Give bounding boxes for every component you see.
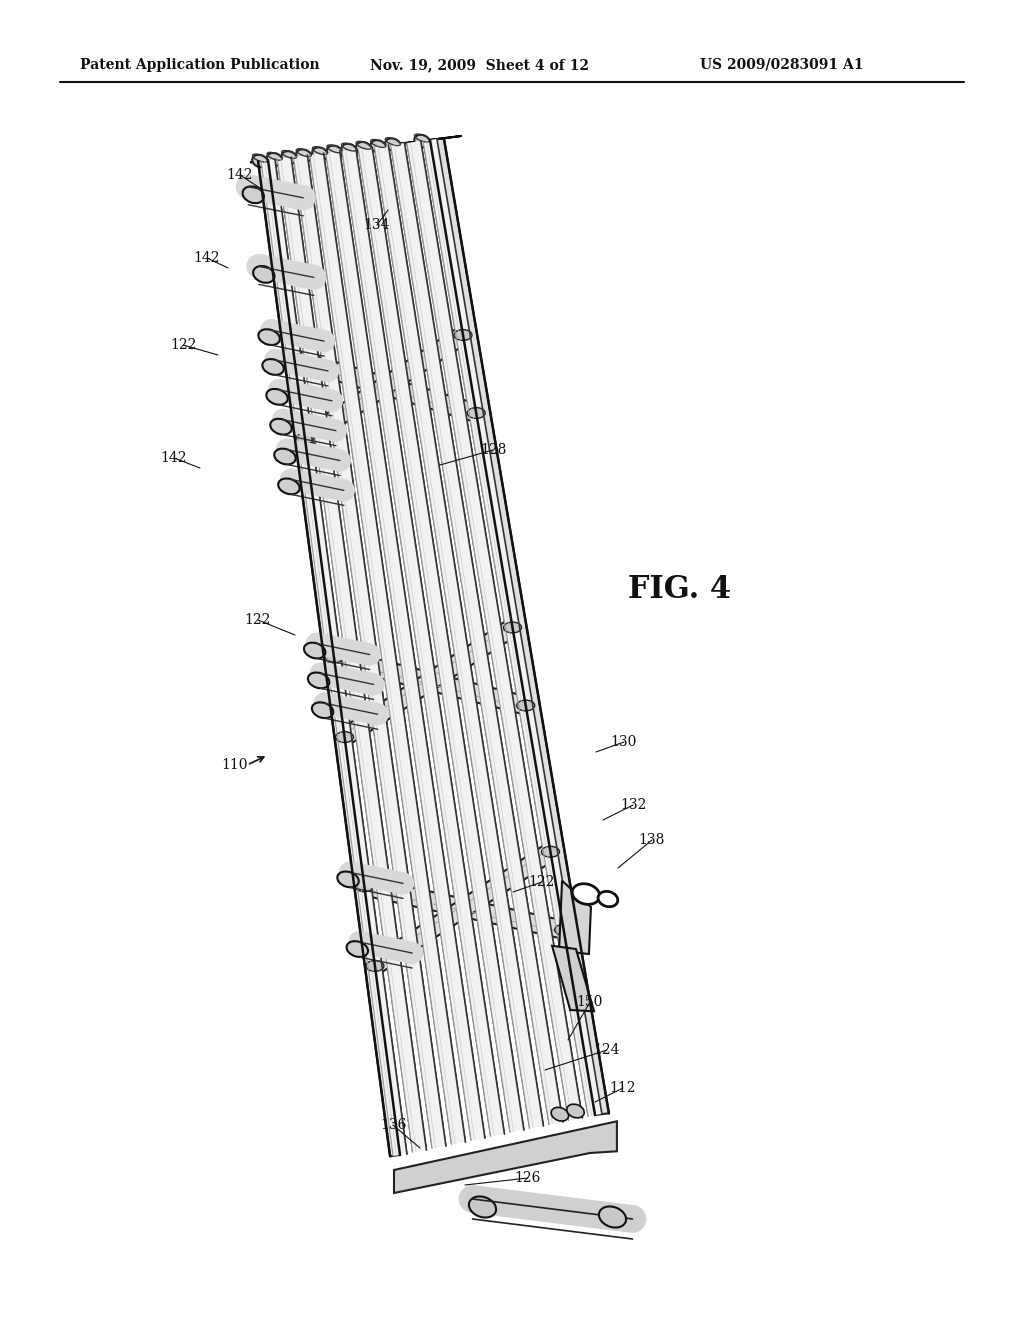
- Ellipse shape: [270, 418, 292, 434]
- Ellipse shape: [312, 702, 334, 718]
- Ellipse shape: [262, 359, 284, 375]
- Ellipse shape: [296, 149, 311, 162]
- Ellipse shape: [296, 433, 314, 444]
- Polygon shape: [375, 145, 544, 1129]
- Polygon shape: [326, 150, 485, 1140]
- Ellipse shape: [356, 143, 372, 154]
- Polygon shape: [358, 147, 524, 1133]
- Ellipse shape: [325, 652, 343, 663]
- Polygon shape: [391, 143, 563, 1125]
- Ellipse shape: [467, 408, 485, 418]
- Ellipse shape: [415, 135, 430, 148]
- Polygon shape: [342, 149, 505, 1137]
- Text: Nov. 19, 2009  Sheet 4 of 12: Nov. 19, 2009 Sheet 4 of 12: [370, 58, 589, 73]
- Ellipse shape: [282, 152, 297, 164]
- Polygon shape: [370, 845, 555, 973]
- Polygon shape: [407, 141, 583, 1121]
- Ellipse shape: [266, 389, 288, 405]
- Ellipse shape: [337, 871, 358, 887]
- Polygon shape: [261, 160, 407, 1156]
- Ellipse shape: [598, 891, 617, 907]
- Text: 132: 132: [620, 799, 646, 812]
- Ellipse shape: [267, 153, 283, 165]
- Polygon shape: [342, 149, 505, 1137]
- Ellipse shape: [599, 1206, 626, 1228]
- Polygon shape: [309, 153, 466, 1144]
- Polygon shape: [278, 157, 426, 1152]
- Polygon shape: [430, 139, 609, 1115]
- Ellipse shape: [551, 1107, 568, 1121]
- Ellipse shape: [542, 846, 559, 857]
- Polygon shape: [294, 154, 445, 1148]
- Text: 124: 124: [594, 1043, 621, 1057]
- Polygon shape: [261, 160, 407, 1156]
- Polygon shape: [552, 945, 594, 1011]
- Ellipse shape: [371, 140, 386, 153]
- Polygon shape: [394, 1121, 616, 1193]
- Polygon shape: [292, 350, 479, 421]
- Polygon shape: [362, 878, 565, 939]
- Polygon shape: [423, 139, 602, 1117]
- Text: 122: 122: [245, 612, 271, 627]
- Polygon shape: [391, 143, 563, 1125]
- Ellipse shape: [308, 672, 330, 688]
- Ellipse shape: [304, 643, 326, 659]
- Ellipse shape: [341, 144, 357, 156]
- Ellipse shape: [504, 622, 521, 632]
- Polygon shape: [423, 139, 602, 1117]
- Text: 112: 112: [609, 1081, 636, 1096]
- Text: FIG. 4: FIG. 4: [629, 574, 731, 606]
- Ellipse shape: [385, 139, 400, 150]
- Polygon shape: [332, 648, 528, 714]
- Polygon shape: [326, 150, 485, 1140]
- Ellipse shape: [572, 883, 600, 904]
- Polygon shape: [294, 154, 445, 1148]
- Text: Patent Application Publication: Patent Application Publication: [80, 58, 319, 73]
- Polygon shape: [358, 147, 524, 1133]
- Ellipse shape: [346, 941, 368, 957]
- Polygon shape: [300, 327, 468, 446]
- Ellipse shape: [454, 330, 472, 341]
- Ellipse shape: [555, 924, 572, 935]
- Text: 128: 128: [480, 444, 506, 457]
- Polygon shape: [340, 620, 517, 744]
- Ellipse shape: [336, 731, 353, 742]
- Text: 130: 130: [610, 735, 637, 748]
- Ellipse shape: [312, 148, 328, 160]
- Ellipse shape: [366, 961, 384, 972]
- Ellipse shape: [243, 186, 264, 203]
- Polygon shape: [250, 136, 462, 162]
- Ellipse shape: [274, 449, 296, 465]
- Text: 142: 142: [226, 168, 253, 182]
- Ellipse shape: [517, 700, 535, 711]
- Text: US 2009/0283091 A1: US 2009/0283091 A1: [700, 58, 863, 73]
- Polygon shape: [407, 141, 583, 1121]
- Polygon shape: [258, 160, 400, 1156]
- Text: 136: 136: [380, 1118, 407, 1133]
- Ellipse shape: [355, 880, 374, 892]
- Text: 142: 142: [194, 251, 220, 265]
- Text: 122: 122: [170, 338, 197, 352]
- Polygon shape: [559, 880, 591, 954]
- Text: 150: 150: [577, 995, 603, 1008]
- Polygon shape: [278, 157, 426, 1152]
- Ellipse shape: [469, 1196, 496, 1217]
- Ellipse shape: [252, 154, 268, 168]
- Text: 110: 110: [222, 758, 248, 772]
- Ellipse shape: [566, 1104, 585, 1118]
- Polygon shape: [309, 153, 466, 1144]
- Ellipse shape: [279, 478, 300, 494]
- Text: 138: 138: [639, 833, 666, 847]
- Polygon shape: [375, 145, 544, 1129]
- Text: 126: 126: [515, 1171, 542, 1185]
- Ellipse shape: [258, 329, 280, 345]
- Text: 142: 142: [161, 451, 187, 465]
- Ellipse shape: [253, 267, 274, 282]
- Ellipse shape: [327, 145, 342, 158]
- Text: 122: 122: [528, 875, 555, 888]
- Text: 134: 134: [364, 218, 390, 232]
- Ellipse shape: [286, 354, 303, 364]
